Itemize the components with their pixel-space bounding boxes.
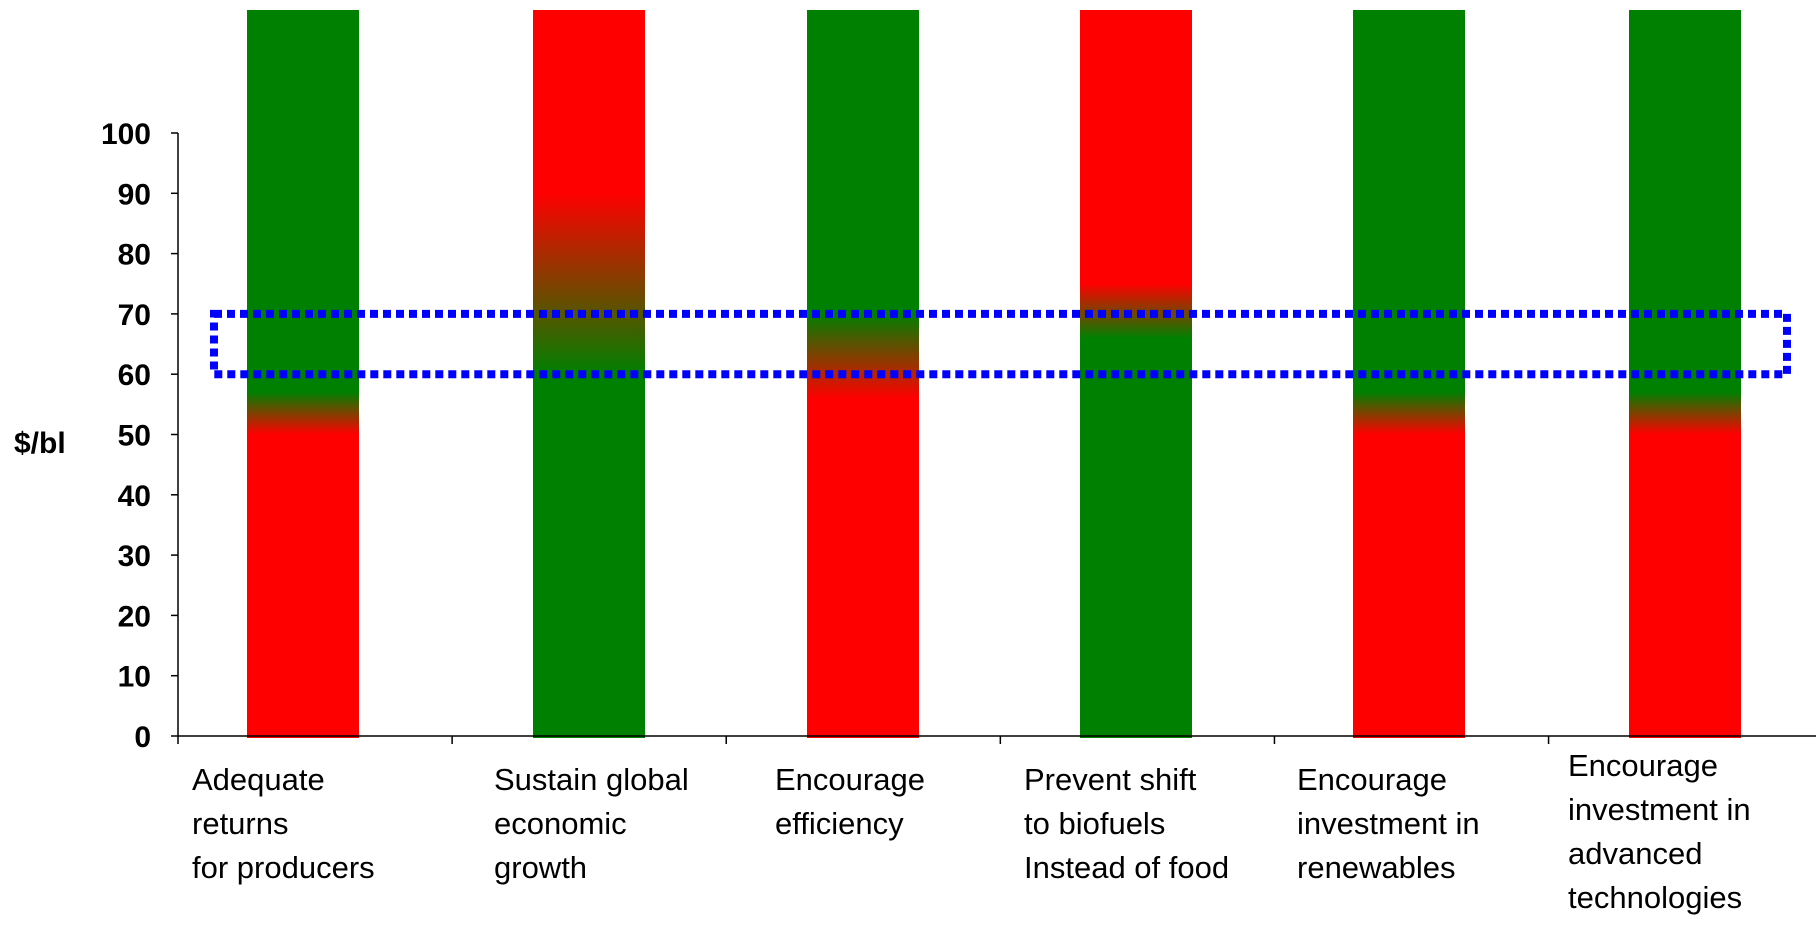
bar bbox=[807, 10, 919, 738]
y-axis-label: $/bl bbox=[14, 427, 66, 460]
highlight-band bbox=[210, 309, 1791, 379]
y-tick-label: 60 bbox=[118, 359, 151, 392]
category-label: Encourage investment in renewables bbox=[1297, 762, 1480, 885]
bar bbox=[1080, 10, 1192, 738]
category-label: Encourage investment in advanced technologi… bbox=[1568, 748, 1751, 915]
y-tick-label: 80 bbox=[118, 239, 151, 272]
y-ticks: 0 10 20 30 40 50 60 70 80 90 100 bbox=[101, 118, 178, 754]
category-label: Encourage efficiency bbox=[775, 762, 925, 841]
category-label: Sustain global economic growth bbox=[494, 762, 689, 885]
y-tick-label: 0 bbox=[134, 721, 151, 754]
y-tick-label: 30 bbox=[118, 540, 151, 573]
y-tick-label: 50 bbox=[118, 420, 151, 453]
category-label: Adequate returns for producers bbox=[192, 762, 375, 885]
y-tick-label: 100 bbox=[101, 118, 151, 151]
category-label: Prevent shift to biofuels Instead of food bbox=[1024, 762, 1229, 885]
category-labels: Adequate returns for producers Sustain glob… bbox=[192, 748, 1751, 915]
y-tick-label: 90 bbox=[118, 178, 151, 211]
highlight-band-layer bbox=[210, 309, 1791, 379]
x-ticks bbox=[177, 736, 1550, 744]
bar bbox=[1353, 10, 1465, 738]
axis-layer bbox=[177, 133, 1816, 737]
y-tick-label: 20 bbox=[118, 600, 151, 633]
y-tick-label: 70 bbox=[118, 299, 151, 332]
y-tick-label: 10 bbox=[118, 661, 151, 694]
bar bbox=[533, 10, 645, 738]
bar bbox=[247, 10, 359, 738]
y-tick-label: 40 bbox=[118, 480, 151, 513]
